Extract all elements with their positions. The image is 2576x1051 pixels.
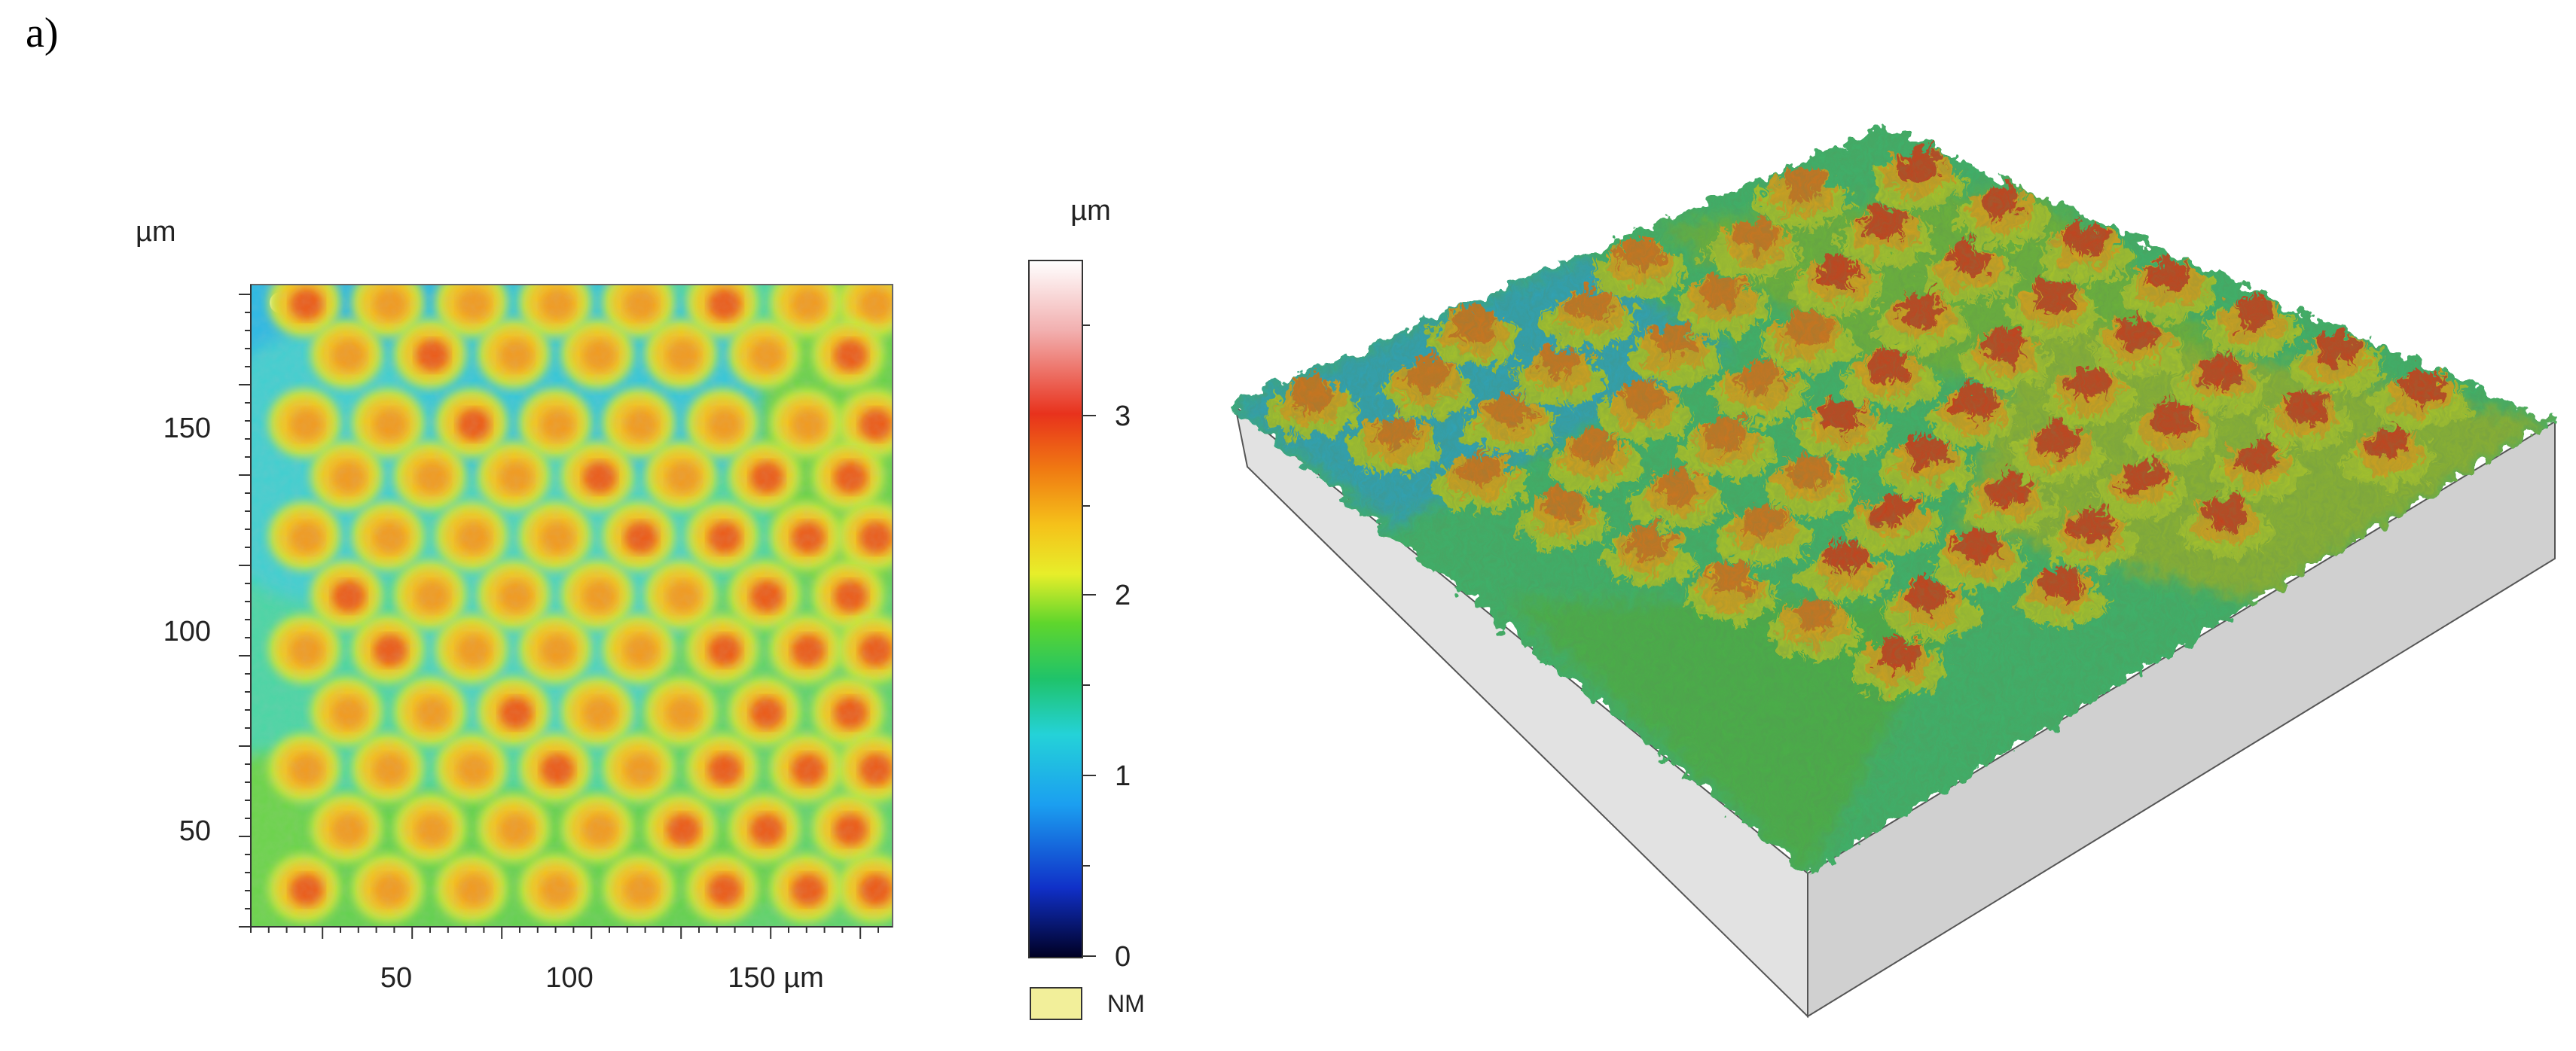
colorbar: µm 3 2 1 0 NM [1028, 195, 1145, 1020]
y-tick-label: 100 [163, 616, 211, 647]
panel-label: a) [26, 10, 59, 56]
colorbar-unit: µm [1070, 195, 1111, 227]
surface-top [1229, 126, 2553, 873]
colorbar-scale [1028, 260, 1083, 958]
colorbar-tick-label: 2 [1115, 580, 1131, 611]
height-map-panel: µm 150 100 50 50 [136, 216, 893, 994]
y-axis-unit: µm [136, 216, 176, 248]
colorbar-tick-label: 3 [1115, 401, 1131, 432]
height-map-image [251, 285, 893, 927]
nm-legend-label: NM [1107, 990, 1145, 1017]
surface-3d-panel [1229, 126, 2556, 1019]
x-tick-label: 100 [545, 962, 593, 994]
axes [239, 285, 893, 939]
y-tick-label: 50 [179, 815, 211, 847]
nm-legend-swatch [1030, 987, 1082, 1020]
x-tick-label: 150 µm [728, 962, 824, 994]
y-tick-label: 150 [163, 413, 211, 444]
x-tick-label: 50 [380, 962, 412, 994]
colorbar-tick-label: 0 [1115, 941, 1131, 973]
colorbar-tick-label: 1 [1115, 760, 1131, 792]
